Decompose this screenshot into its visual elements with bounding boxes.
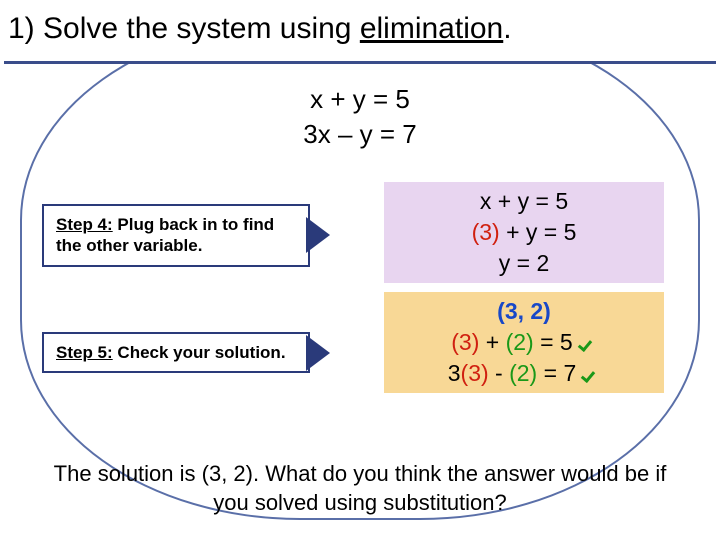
step-4-box: Step 4: Plug back in to find the other v… <box>42 204 310 267</box>
check-icon <box>582 367 600 381</box>
solution-pair: (3, 2) <box>394 296 654 327</box>
equation-2: 3x – y = 7 <box>0 117 720 152</box>
conclusion-text: The solution is (3, 2). What do you thin… <box>50 460 670 517</box>
system-equations: x + y = 5 3x – y = 7 <box>0 82 720 152</box>
work-line: x + y = 5 <box>394 186 654 217</box>
work-box-step5: (3, 2) (3) + (2) = 5 3(3) - (2) = 7 <box>384 292 664 393</box>
substituted-value: (3) <box>472 219 500 245</box>
check-line-2: 3(3) - (2) = 7 <box>394 358 654 389</box>
work-box-step4: x + y = 5 (3) + y = 5 y = 2 <box>384 182 664 283</box>
equation-1: x + y = 5 <box>0 82 720 117</box>
step-5-label: Step 5: <box>56 343 113 362</box>
work-line: (3) + y = 5 <box>394 217 654 248</box>
check-icon <box>579 336 597 350</box>
step-5-box: Step 5: Check your solution. <box>42 332 310 373</box>
title-prefix: 1) Solve the system using <box>8 12 360 45</box>
page-title: 1) Solve the system using elimination. <box>8 12 512 46</box>
title-suffix: . <box>503 12 511 45</box>
arrow-icon <box>308 219 330 251</box>
step-4-label: Step 4: <box>56 215 113 234</box>
check-line-1: (3) + (2) = 5 <box>394 327 654 358</box>
arrow-icon <box>308 337 330 369</box>
step-5-text: Check your solution. <box>113 343 286 362</box>
work-line: y = 2 <box>394 248 654 279</box>
title-underlined: elimination <box>360 12 503 45</box>
